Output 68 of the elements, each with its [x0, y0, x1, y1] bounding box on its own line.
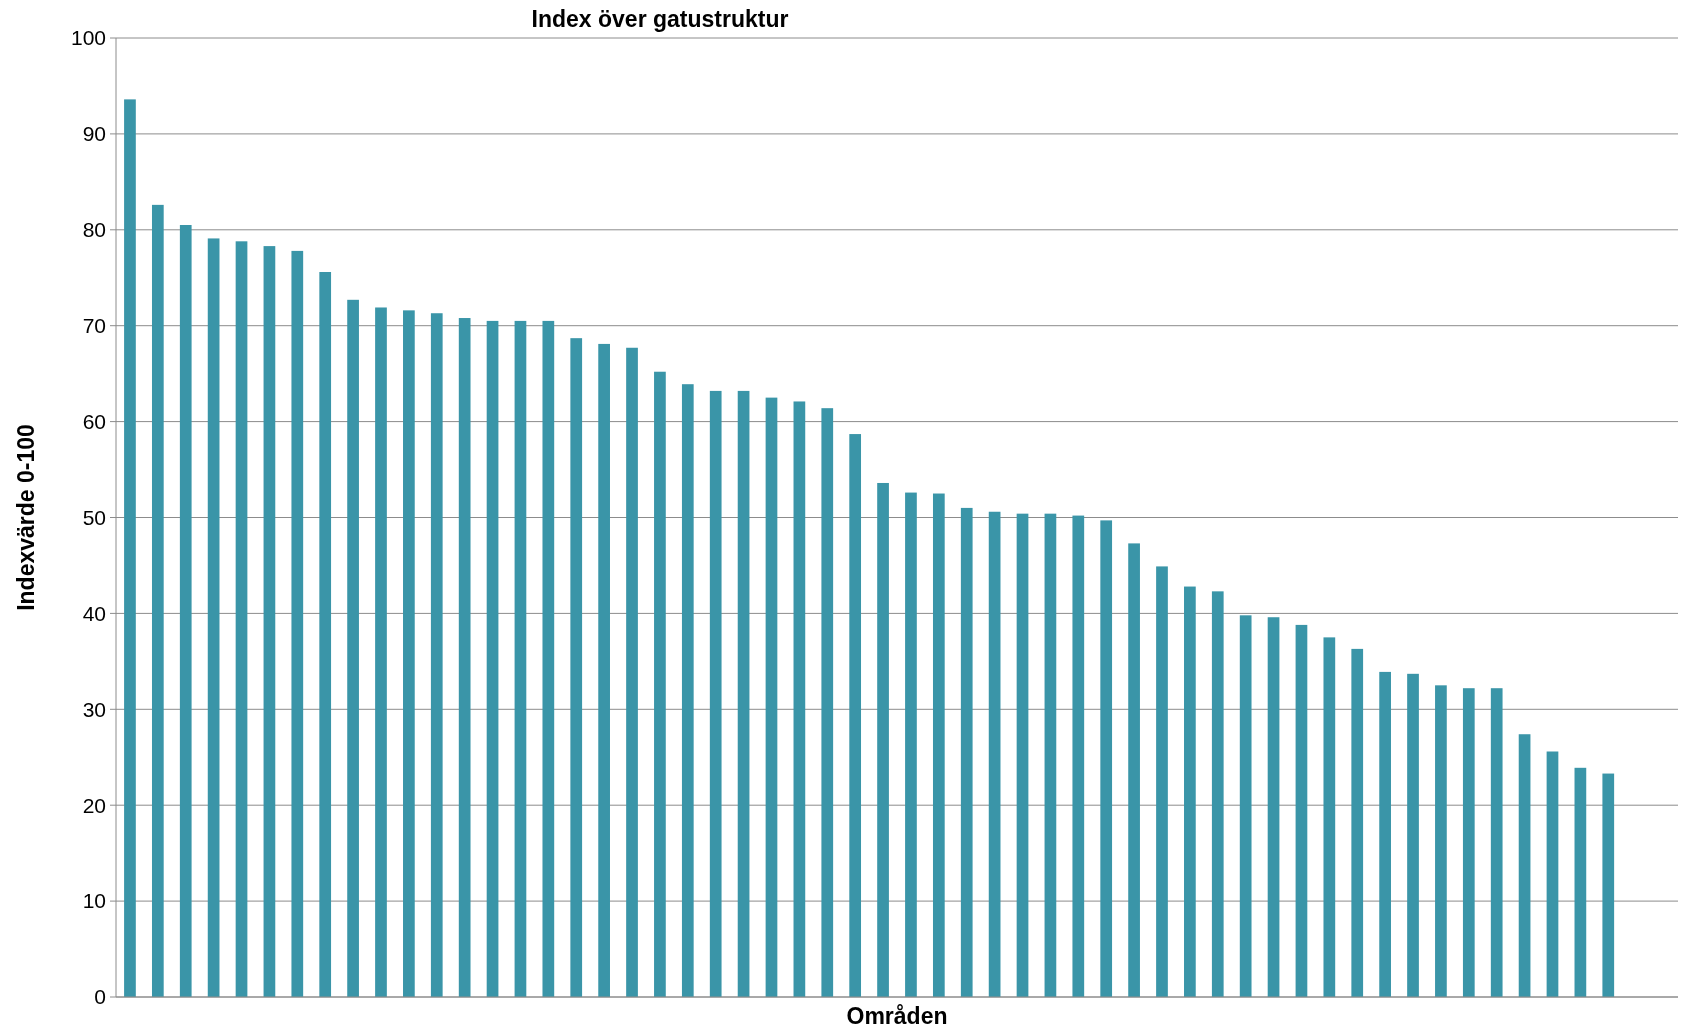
- bar: [1379, 671, 1391, 997]
- bar: [1407, 673, 1419, 997]
- y-tick-label: 40: [82, 601, 106, 625]
- bar: [1323, 637, 1336, 997]
- bar: [486, 320, 499, 997]
- x-axis-title: Områden: [846, 1003, 948, 1029]
- bar: [821, 408, 834, 997]
- bar: [849, 434, 862, 997]
- bar: [1128, 543, 1140, 997]
- bar: [291, 250, 304, 997]
- y-tick-label: 100: [70, 26, 106, 50]
- bar: [1490, 688, 1503, 997]
- bar: [1016, 513, 1029, 997]
- y-tick-label: 0: [94, 985, 106, 1009]
- bar: [235, 241, 248, 997]
- bar: [1462, 688, 1475, 997]
- bar: [542, 320, 555, 997]
- bar: [1295, 624, 1308, 997]
- chart-title: Index över gatustruktur: [531, 6, 789, 32]
- bar: [1574, 767, 1587, 997]
- bar: [375, 307, 387, 997]
- y-tick-label: 70: [82, 314, 106, 338]
- bar: [654, 371, 666, 997]
- bar: [1602, 773, 1615, 997]
- bar: [960, 507, 973, 997]
- y-tick-label: 80: [82, 218, 106, 242]
- bar: [1435, 685, 1447, 997]
- bar: [877, 482, 889, 997]
- bar: [598, 343, 610, 997]
- y-tick-label: 20: [82, 793, 106, 817]
- bar: [765, 397, 778, 997]
- bar: [1518, 734, 1531, 997]
- bar: [319, 272, 332, 997]
- bar: [207, 238, 220, 997]
- bar: [403, 310, 415, 997]
- y-tick-label: 60: [82, 409, 106, 433]
- bar: [709, 390, 722, 997]
- y-tick-label: 10: [82, 889, 106, 913]
- y-tick-label: 30: [82, 697, 106, 721]
- bar: [793, 401, 806, 997]
- bar: [988, 511, 1001, 997]
- bar: [458, 318, 471, 997]
- bar: [1351, 648, 1364, 997]
- bar: [1267, 617, 1280, 997]
- bar: [1072, 515, 1085, 997]
- bar: [626, 347, 638, 997]
- bar: [430, 313, 443, 997]
- bar: [1044, 513, 1057, 997]
- bar: [151, 204, 164, 997]
- bar: [1184, 586, 1196, 997]
- bar: [347, 299, 359, 997]
- bar: [1546, 751, 1559, 997]
- bar: [737, 390, 750, 997]
- bar: [1211, 591, 1224, 997]
- bar: [179, 225, 192, 997]
- bar: [570, 338, 583, 997]
- bar: [905, 492, 917, 997]
- bar: [681, 384, 694, 997]
- bar: [1239, 615, 1252, 997]
- bar: [124, 99, 136, 997]
- bar: [932, 493, 945, 997]
- y-tick-label: 50: [82, 505, 106, 529]
- y-tick-label: 90: [82, 122, 106, 146]
- bar: [514, 320, 527, 997]
- bar: [1100, 520, 1113, 997]
- bar: [263, 246, 276, 997]
- bar: [1156, 566, 1168, 997]
- y-axis-title: Indexvärde 0-100: [13, 424, 39, 611]
